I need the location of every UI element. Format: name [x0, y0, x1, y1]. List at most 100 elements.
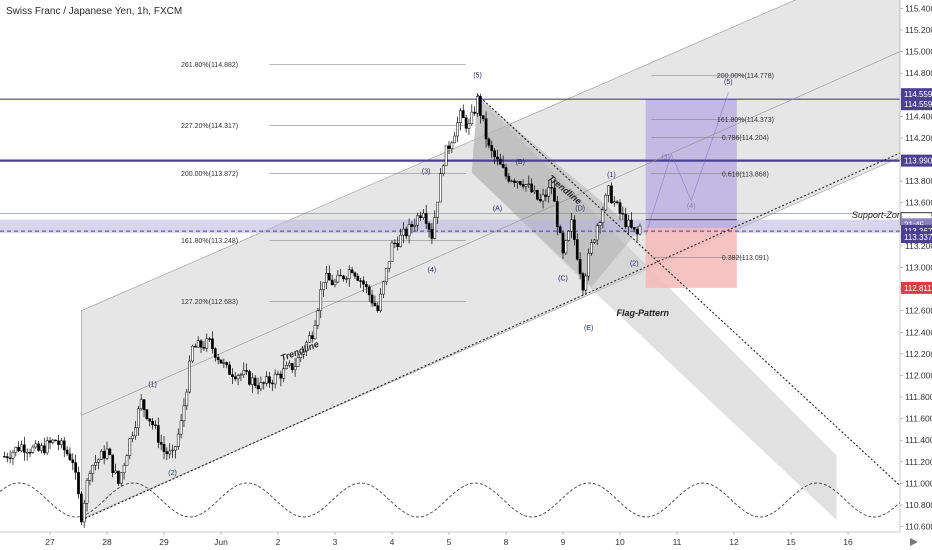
- candle-body: [302, 350, 305, 355]
- candle-body: [114, 470, 117, 473]
- candle-body: [68, 453, 72, 461]
- wave-label: (5): [473, 72, 482, 79]
- candle-body: [259, 382, 263, 390]
- candle-body: [496, 156, 499, 160]
- candle-body: [410, 224, 414, 227]
- scroll-right-icon: [910, 538, 918, 546]
- candle-body: [179, 420, 183, 435]
- candle-body: [182, 405, 186, 422]
- price-tag: [901, 281, 932, 294]
- candle-body: [65, 449, 69, 455]
- candle-body: [156, 425, 160, 443]
- candle-body: [433, 217, 437, 239]
- candle-body: [174, 446, 177, 451]
- candle-body: [231, 374, 234, 377]
- candle-body: [327, 272, 331, 281]
- candle-body: [601, 209, 605, 223]
- candle-body: [598, 222, 602, 226]
- candle-body: [3, 456, 6, 458]
- price-tag-label: 113.990: [904, 157, 932, 166]
- price-tick-label: 110.800: [905, 500, 932, 510]
- candle-body: [453, 135, 457, 144]
- price-tick-label: 111.000: [905, 478, 932, 488]
- candle-body: [5, 456, 9, 459]
- background-shapes: [0, 0, 901, 521]
- candle-body: [627, 219, 630, 228]
- fib-retracement-label: 161.80%(114.373): [717, 117, 774, 124]
- candle-body: [632, 227, 636, 230]
- price-tick-label: 114.200: [905, 133, 932, 143]
- candle-body: [376, 305, 380, 311]
- wave-label: (4): [428, 267, 437, 274]
- candle-body: [196, 340, 200, 348]
- cycle-wave: [0, 482, 901, 518]
- price-tick-label: 111.800: [905, 392, 932, 402]
- candle-body: [159, 442, 163, 445]
- candle-body: [296, 357, 300, 367]
- candle-body: [310, 335, 314, 340]
- time-axis[interactable]: 27 28 29 Jun 2 3 4 5 8 9 10 11 12 15 16: [0, 531, 932, 550]
- candle-body: [25, 452, 29, 454]
- wave-label: (1): [148, 381, 157, 388]
- channel-midline: [81, 51, 901, 416]
- candle-body: [236, 375, 240, 380]
- candle-body: [299, 354, 303, 359]
- candle-body: [199, 340, 203, 348]
- candle-body: [188, 360, 192, 393]
- candle-body: [575, 239, 579, 260]
- candle-body: [573, 219, 576, 240]
- candle-body: [527, 183, 531, 185]
- candle-body: [194, 345, 197, 348]
- price-tag-label: 113.337: [904, 233, 932, 242]
- candle-body: [279, 373, 283, 379]
- time-tick-label: 3: [333, 537, 338, 547]
- wave-label: (2): [630, 260, 639, 267]
- price-axis-background: [900, 0, 932, 550]
- wave-label: (E): [584, 325, 593, 332]
- time-tick-label: 27: [45, 537, 55, 547]
- candle-body: [191, 345, 194, 362]
- candle-body: [444, 145, 448, 167]
- price-tick-label: 113.600: [905, 198, 932, 208]
- time-tick-label: 2: [276, 537, 281, 547]
- candle-body: [553, 187, 556, 202]
- candle-body: [518, 181, 522, 185]
- time-tick-label: 15: [786, 537, 796, 547]
- candle-body: [139, 399, 143, 410]
- price-tag-label: 21:45: [904, 220, 925, 229]
- candle-body: [447, 145, 451, 149]
- candle-body: [541, 194, 545, 202]
- candle-body: [399, 234, 402, 248]
- candle-body: [584, 275, 588, 291]
- candle-body: [479, 96, 482, 116]
- candle-body: [185, 391, 189, 407]
- price-axis[interactable]: 110.600 110.800 111.000 111.200 111.400 111.6…: [899, 0, 932, 550]
- candle-body: [493, 150, 496, 158]
- candle-body: [102, 451, 106, 459]
- price-tick-label: 114.800: [905, 68, 932, 78]
- candle-body: [134, 427, 137, 437]
- fib-retracement-label: 0.618(113.868): [722, 171, 769, 178]
- wave-label: (5): [724, 79, 733, 86]
- candle-body: [88, 473, 92, 481]
- candle-body: [268, 376, 271, 384]
- candle-body: [319, 289, 323, 311]
- candle-body: [228, 364, 231, 375]
- candle-body: [490, 145, 494, 151]
- candle-body: [558, 226, 562, 234]
- fib-extension-label: 161.80%(113.248): [181, 238, 238, 245]
- candle-body: [14, 446, 18, 453]
- candle-body: [305, 341, 308, 352]
- candle-body: [524, 184, 528, 187]
- price-tag-label: 114.559: [904, 90, 932, 99]
- wave-label: (3): [661, 155, 670, 162]
- fib-retracement-label: 0.382(113.091): [722, 255, 769, 262]
- candle-body: [51, 439, 55, 443]
- candle-body: [54, 439, 58, 442]
- wave-label: (3): [422, 169, 431, 176]
- candle-body: [587, 253, 590, 277]
- candle-body: [242, 370, 246, 375]
- candle-body: [347, 269, 351, 279]
- time-tick-label: 8: [504, 537, 509, 547]
